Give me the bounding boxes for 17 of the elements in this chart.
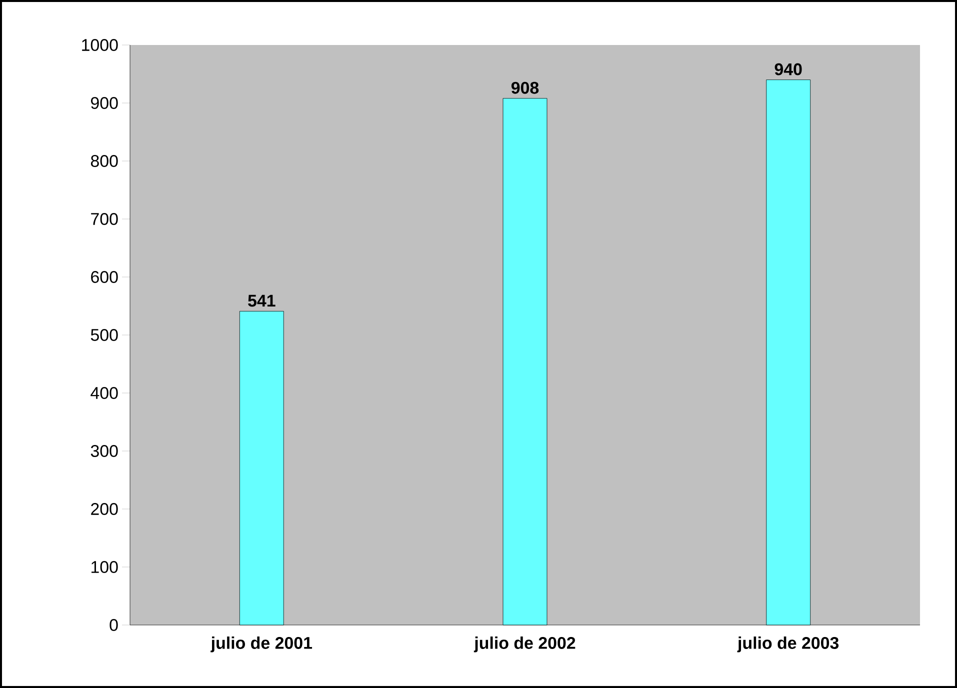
y-tick-label: 700: [91, 212, 118, 225]
data-label: 940: [774, 63, 802, 76]
x-tick-label: julio de 2001: [210, 636, 312, 652]
y-tick-label: 200: [91, 503, 118, 515]
data-label: 541: [248, 294, 276, 307]
y-tick-label: 900: [91, 96, 118, 109]
y-tick-label: 0: [110, 619, 118, 631]
y-tick-label: 600: [91, 270, 118, 283]
x-tick-label: julio de 2002: [474, 636, 576, 652]
y-tick-label: 800: [90, 154, 118, 167]
y-tick-label: 100: [92, 561, 118, 573]
data-label: 908: [511, 82, 539, 94]
y-tick-label: 1000: [82, 38, 118, 51]
y-tick-label: 500: [90, 329, 118, 341]
x-tick-label: julio de 2003: [737, 636, 839, 652]
y-tick-label: 400: [90, 387, 118, 399]
y-tick-label: 300: [90, 445, 118, 457]
